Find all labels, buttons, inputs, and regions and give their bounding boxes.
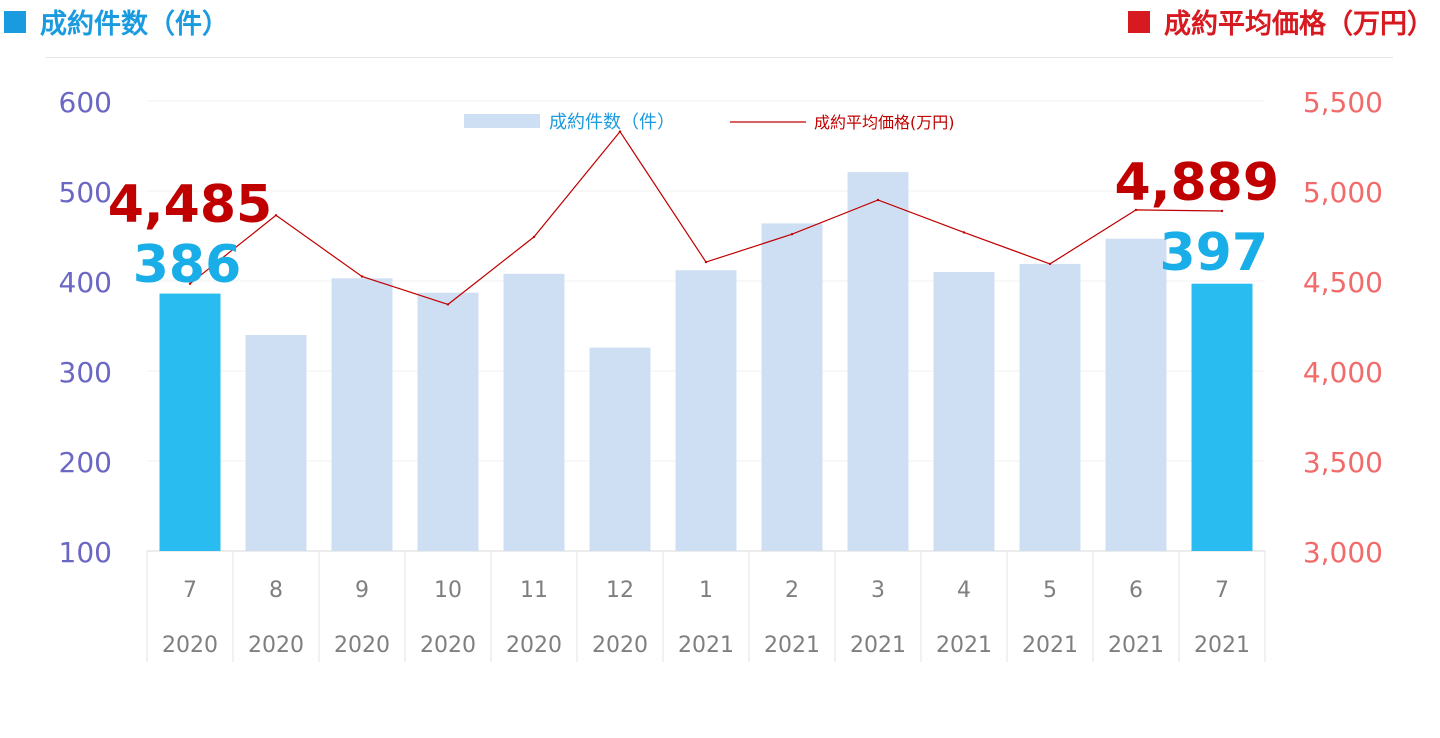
bar (331, 278, 393, 551)
x-tick-month-label: 3 (871, 578, 885, 603)
bar-series-header: 成約件数（件） (4, 2, 229, 41)
price-line-point (704, 260, 708, 264)
x-tick-year-label: 2020 (162, 633, 218, 658)
line-series-header-label: 成約平均価格（万円） (1164, 9, 1434, 40)
legend-bar-swatch (464, 114, 540, 128)
bar (503, 273, 565, 551)
bar-series-header-label: 成約件数（件） (40, 9, 229, 40)
data-callout-label: 397 (1159, 223, 1268, 283)
bar (589, 347, 651, 551)
left-axis-tick-label: 100 (59, 536, 112, 569)
x-tick-month-label: 4 (957, 578, 971, 603)
x-tick-month-label: 7 (183, 578, 197, 603)
data-callout-label: 4,889 (1115, 153, 1279, 213)
bar (761, 223, 823, 551)
left-axis-tick-label: 400 (59, 266, 112, 299)
price-line-point (360, 275, 364, 278)
price-line-point (532, 235, 536, 239)
blue-square-marker (4, 10, 26, 33)
x-tick-month-label: 6 (1129, 578, 1143, 603)
line-series-header: 成約平均価格（万円） (1128, 2, 1434, 41)
x-tick-year-label: 2021 (764, 633, 820, 658)
x-tick-month-label: 9 (355, 578, 369, 603)
bar (417, 292, 479, 551)
left-axis-tick-label: 500 (59, 176, 112, 209)
highlighted-bar (159, 293, 221, 551)
x-tick-year-label: 2021 (1194, 633, 1250, 658)
x-tick-year-label: 2020 (592, 633, 648, 658)
legend-bar-label: 成約件数（件） (549, 112, 675, 133)
data-callout-label: 386 (133, 235, 242, 295)
price-line-point (1220, 209, 1224, 213)
x-tick-year-label: 2021 (1108, 633, 1164, 658)
red-square-marker (1128, 10, 1150, 33)
price-line-point (790, 233, 794, 236)
price-line-point (274, 214, 278, 217)
x-tick-month-label: 1 (699, 578, 713, 603)
right-axis-tick-label: 5,500 (1303, 86, 1383, 119)
right-axis-tick-label: 5,000 (1303, 176, 1383, 209)
bar (847, 172, 909, 551)
price-line-point (188, 282, 192, 285)
right-axis-tick-label: 4,500 (1303, 266, 1383, 299)
highlighted-bar (1191, 283, 1253, 551)
data-callout-label: 4,485 (108, 175, 272, 235)
x-tick-month-label: 10 (434, 578, 462, 603)
right-axis-tick-label: 3,500 (1303, 446, 1383, 479)
price-line-point (876, 198, 880, 202)
price-line-point (962, 231, 966, 234)
x-tick-month-label: 8 (269, 578, 283, 603)
left-axis-tick-label: 600 (59, 86, 112, 119)
x-tick-month-label: 12 (606, 578, 634, 603)
header-divider (46, 57, 1393, 58)
legend-line-label: 成約平均価格(万円) (814, 113, 955, 132)
right-axis-tick-label: 3,000 (1303, 536, 1383, 569)
x-tick-year-label: 2021 (936, 633, 992, 658)
x-tick-month-label: 11 (520, 578, 548, 603)
x-tick-year-label: 2020 (506, 633, 562, 658)
bar (1105, 238, 1167, 551)
x-tick-month-label: 7 (1215, 578, 1229, 603)
left-axis-tick-label: 300 (59, 356, 112, 389)
bar (245, 335, 307, 551)
x-tick-month-label: 5 (1043, 578, 1057, 603)
right-axis-tick-label: 4,000 (1303, 356, 1383, 389)
x-tick-year-label: 2021 (850, 633, 906, 658)
x-tick-year-label: 2020 (248, 633, 304, 658)
x-tick-year-label: 2020 (420, 633, 476, 658)
price-line-point (1134, 208, 1138, 212)
x-tick-month-label: 2 (785, 578, 799, 603)
bar (1019, 263, 1081, 551)
x-tick-year-label: 2021 (1022, 633, 1078, 658)
left-axis-tick-label: 200 (59, 446, 112, 479)
price-line-point (446, 303, 450, 306)
price-line-point (1048, 262, 1052, 266)
bar (933, 272, 995, 551)
x-tick-year-label: 2021 (678, 633, 734, 658)
bar (675, 270, 737, 551)
price-line-point (618, 130, 622, 133)
legend: 成約件数（件） 成約平均価格(万円) (464, 112, 955, 133)
x-tick-year-label: 2020 (334, 633, 390, 658)
